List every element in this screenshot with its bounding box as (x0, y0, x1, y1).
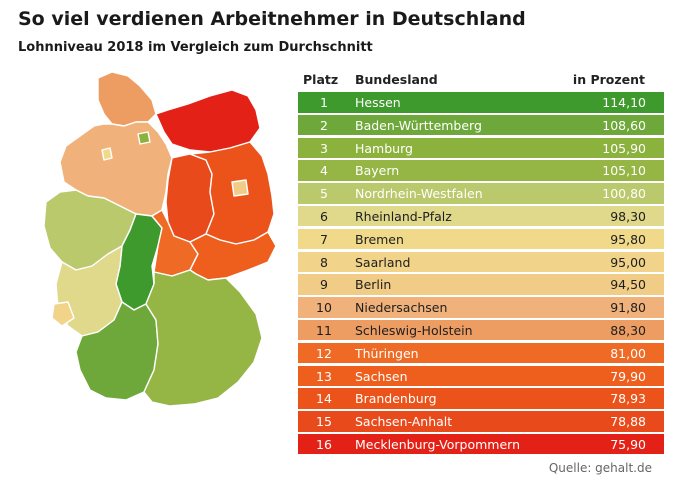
table-row: 14 Brandenburg 78,93 (298, 388, 664, 409)
rank-cell: 2 (320, 117, 328, 133)
map-region-saarland (51, 301, 75, 327)
table-row: 7 Bremen 95,80 (298, 228, 664, 250)
rank-cell: 6 (320, 208, 328, 224)
rank-cell: 14 (316, 391, 332, 407)
state-cell: Bremen (355, 231, 404, 247)
rank-cell: 12 (316, 345, 332, 361)
state-cell: Nordrhein-Westfalen (355, 186, 483, 202)
table-row: 1 Hessen 114,10 (298, 92, 664, 113)
state-cell: Berlin (355, 277, 392, 293)
rank-cell: 9 (320, 277, 328, 293)
state-cell: Brandenburg (355, 391, 437, 407)
state-cell: Hessen (355, 95, 401, 110)
state-cell: Sachsen (355, 368, 408, 384)
table-row: 13 Sachsen 79,90 (298, 365, 664, 387)
value-cell: 78,88 (610, 414, 646, 430)
value-cell: 95,00 (610, 254, 646, 270)
table-row: 5 Nordrhein-Westfalen 100,80 (298, 183, 664, 204)
table-row: 2 Baden-Württemberg 108,60 (298, 114, 664, 136)
table-row: 16 Mecklenburg-Vorpommern 75,90 (298, 433, 664, 455)
value-cell: 95,80 (610, 231, 646, 247)
rank-cell: 4 (320, 163, 328, 179)
chart-subtitle: Lohnniveau 2018 im Vergleich zum Durchsc… (18, 40, 373, 55)
map-region-hamburg (137, 131, 151, 145)
state-cell: Sachsen-Anhalt (355, 414, 453, 430)
map-region-mecklenburg-vorpommern (155, 89, 261, 153)
value-cell: 79,90 (610, 368, 646, 384)
value-cell: 108,60 (602, 117, 646, 133)
chart-title: So viel verdienen Arbeitnehmer in Deutsc… (18, 8, 526, 30)
source-note: Quelle: gehalt.de (548, 461, 652, 475)
table-row: 15 Sachsen-Anhalt 78,88 (298, 411, 664, 432)
rank-cell: 10 (316, 300, 332, 316)
map-region-schleswig-holstein (97, 71, 157, 127)
state-cell: Bayern (355, 163, 400, 179)
table-row: 6 Rheinland-Pfalz 98,30 (298, 205, 664, 227)
map-region-bremen (101, 147, 113, 161)
table-row: 8 Saarland 95,00 (298, 251, 664, 273)
table-row: 11 Schleswig-Holstein 88,30 (298, 319, 664, 341)
state-cell: Schleswig-Holstein (355, 322, 473, 338)
table-row: 9 Berlin 94,50 (298, 274, 664, 295)
table-row: 4 Bayern 105,10 (298, 160, 664, 181)
value-cell: 78,93 (610, 391, 646, 407)
value-cell: 88,30 (610, 322, 646, 338)
table-row: 12 Thüringen 81,00 (298, 342, 664, 364)
value-cell: 105,90 (602, 140, 646, 156)
rank-cell: 8 (320, 254, 328, 270)
state-cell: Rheinland-Pfalz (355, 208, 452, 224)
value-cell: 98,30 (610, 208, 646, 224)
state-cell: Saarland (355, 254, 411, 270)
map-region-sachsen-anhalt (165, 153, 215, 243)
header-rank: Platz (303, 72, 339, 87)
map-region-berlin (231, 179, 249, 197)
rank-cell: 3 (320, 140, 328, 156)
rank-cell: 16 (316, 436, 332, 452)
map-region-bayern (143, 269, 263, 407)
state-cell: Mecklenburg-Vorpommern (355, 436, 520, 452)
state-cell: Hamburg (355, 140, 413, 156)
value-cell: 114,10 (602, 95, 646, 110)
rank-cell: 1 (320, 95, 328, 110)
table-row: 3 Hamburg 105,90 (298, 137, 664, 159)
table-row: 10 Niedersachsen 91,80 (298, 297, 664, 318)
ranking-table: 1 Hessen 114,10 2 Baden-Württemberg 108,60 3 Ha… (298, 92, 664, 457)
value-cell: 81,00 (610, 345, 646, 361)
state-cell: Thüringen (355, 345, 419, 361)
value-cell: 100,80 (602, 186, 646, 202)
value-cell: 75,90 (610, 436, 646, 452)
rank-cell: 5 (320, 186, 328, 202)
state-cell: Baden-Württemberg (355, 117, 482, 133)
rank-cell: 7 (320, 231, 328, 247)
header-value: in Prozent (572, 72, 645, 87)
state-cell: Niedersachsen (355, 300, 448, 316)
value-cell: 91,80 (610, 300, 646, 316)
value-cell: 94,50 (610, 277, 646, 293)
value-cell: 105,10 (602, 163, 646, 179)
germany-map (43, 71, 277, 407)
header-state: Bundesland (355, 72, 438, 87)
rank-cell: 11 (316, 322, 332, 338)
rank-cell: 13 (316, 368, 332, 384)
rank-cell: 15 (316, 414, 332, 430)
